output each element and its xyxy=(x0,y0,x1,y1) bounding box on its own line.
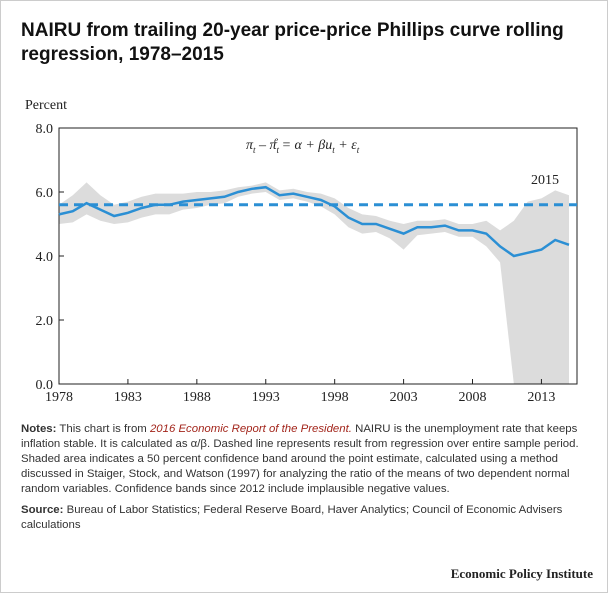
y-tick-label: 0.0 xyxy=(36,378,54,393)
notes-text: NAIRU is the unemployment rate that keep… xyxy=(21,423,579,495)
x-tick-label: 1983 xyxy=(114,390,142,405)
x-tick-label: 2003 xyxy=(390,390,418,405)
title: NAIRU from trailing 20-year price-price … xyxy=(21,20,564,65)
x-tick-label: 1988 xyxy=(183,390,211,405)
x-tick-label: 2013 xyxy=(527,390,555,405)
notes-text: This chart is from xyxy=(59,423,147,435)
equation: πt – πte = α + βut + εt xyxy=(246,135,360,155)
report-link[interactable]: 2016 Economic Report of the President. xyxy=(149,423,352,435)
y-tick-label: 2.0 xyxy=(36,314,54,329)
chart: Percent πt – πte = α + βut + εt 2015 0.0… xyxy=(25,98,578,405)
source-label: Source: xyxy=(21,504,64,516)
y-tick-label: 8.0 xyxy=(36,122,54,137)
x-tick-label: 1998 xyxy=(321,390,349,405)
notes-label: Notes: xyxy=(21,423,57,435)
source-text: Bureau of Labor Statistics; Federal Rese… xyxy=(21,504,563,531)
nairu-line xyxy=(58,185,570,258)
notes: Notes: This chart is from 2016 Economic … xyxy=(21,422,596,539)
confidence-band xyxy=(59,182,569,384)
x-tick-label: 2008 xyxy=(459,390,487,405)
y-axis-label: Percent xyxy=(25,98,67,113)
x-tick-label: 1993 xyxy=(252,390,280,405)
x-tick-label: 1978 xyxy=(45,390,73,405)
y-tick-label: 4.0 xyxy=(36,250,54,265)
footer: Economic Policy Institute xyxy=(450,566,593,581)
y-tick-label: 6.0 xyxy=(36,186,54,201)
year-annotation: 2015 xyxy=(531,173,559,188)
